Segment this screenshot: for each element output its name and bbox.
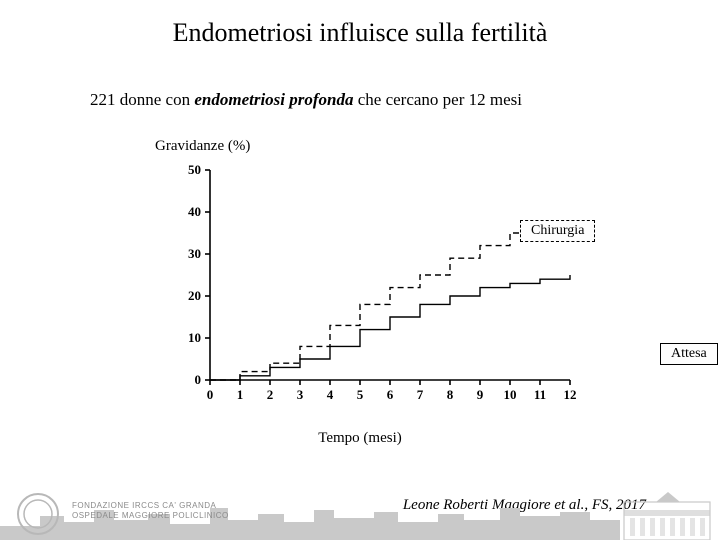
svg-text:11: 11 xyxy=(534,387,546,402)
slide: Endometriosi influisce sulla fertilità 2… xyxy=(0,0,720,540)
subtitle-emph: endometriosi profonda xyxy=(194,90,353,109)
subtitle-post: che cercano per 12 mesi xyxy=(354,90,523,109)
svg-text:5: 5 xyxy=(357,387,364,402)
svg-text:FONDAZIONE IRCCS CA' GRANDA: FONDAZIONE IRCCS CA' GRANDA xyxy=(72,501,217,510)
svg-text:6: 6 xyxy=(387,387,394,402)
svg-text:7: 7 xyxy=(417,387,424,402)
svg-text:50: 50 xyxy=(188,162,201,177)
svg-text:2: 2 xyxy=(267,387,274,402)
series-label-attesa: Attesa xyxy=(660,343,718,365)
y-axis-label: Gravidanze (%) xyxy=(155,138,250,155)
svg-text:8: 8 xyxy=(447,387,454,402)
subtitle: 221 donne con endometriosi profonda che … xyxy=(90,90,522,110)
svg-text:40: 40 xyxy=(188,204,201,219)
svg-text:0: 0 xyxy=(207,387,214,402)
x-axis-label: Tempo (mesi) xyxy=(0,430,720,447)
chart: 010203040500123456789101112 Chirurgia At… xyxy=(170,160,590,418)
series-label-chirurgia: Chirurgia xyxy=(520,220,595,242)
svg-text:30: 30 xyxy=(188,246,201,261)
chart-svg: 010203040500123456789101112 xyxy=(170,160,590,418)
page-title: Endometriosi influisce sulla fertilità xyxy=(0,18,720,48)
svg-text:10: 10 xyxy=(188,330,201,345)
svg-text:0: 0 xyxy=(195,372,202,387)
svg-text:12: 12 xyxy=(564,387,577,402)
subtitle-pre: 221 donne con xyxy=(90,90,194,109)
svg-text:9: 9 xyxy=(477,387,484,402)
svg-text:4: 4 xyxy=(327,387,334,402)
svg-text:3: 3 xyxy=(297,387,304,402)
svg-text:OSPEDALE MAGGIORE POLICLINICO: OSPEDALE MAGGIORE POLICLINICO xyxy=(72,511,229,520)
svg-text:10: 10 xyxy=(504,387,517,402)
citation: Leone Roberti Maggiore et al., FS, 2017 xyxy=(403,497,646,514)
svg-text:20: 20 xyxy=(188,288,201,303)
svg-text:1: 1 xyxy=(237,387,244,402)
